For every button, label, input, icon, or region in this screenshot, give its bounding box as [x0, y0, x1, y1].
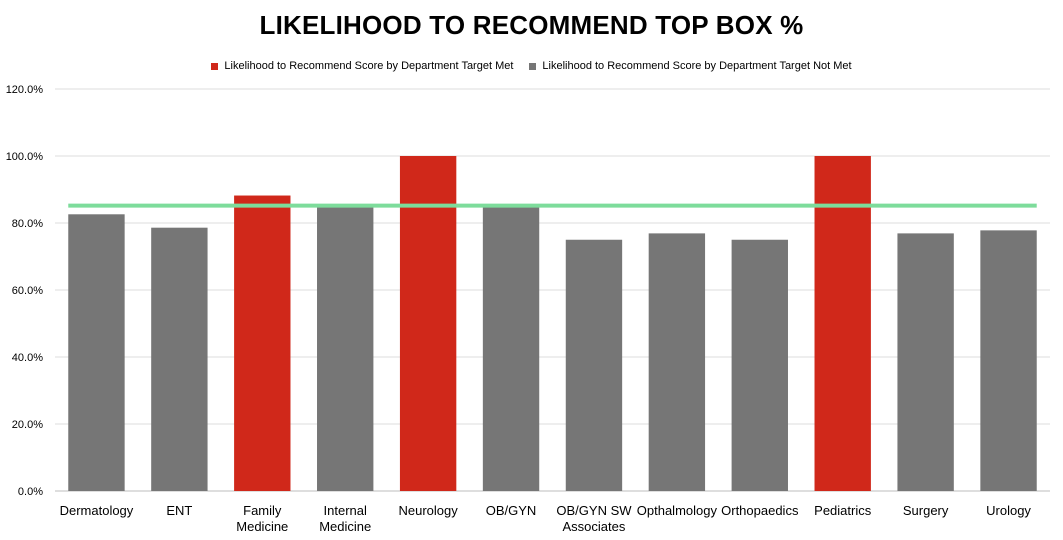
x-category-label-line: ENT: [166, 503, 192, 518]
legend-swatch-target-not-met: [529, 62, 537, 70]
bar-target-not-met: [68, 214, 125, 492]
legend-label-target-met: Likelihood to Recommend Score by Departm…: [224, 60, 514, 72]
x-category-label: Urology: [986, 503, 1031, 518]
x-category-label: Family Medicine: [236, 503, 288, 534]
x-category-label: Opthalmology: [637, 503, 718, 518]
bar-target-not-met: [317, 205, 374, 491]
bar-target-not-met: [648, 233, 706, 491]
x-category-label-line: Internal: [324, 503, 367, 518]
y-tick-label: 60.0%: [12, 285, 43, 297]
x-category-label-line: Pediatrics: [814, 503, 872, 518]
y-tick-label: 20.0%: [12, 419, 43, 431]
x-category-label-line: Orthopaedics: [721, 503, 799, 518]
chart-title: LIKELIHOOD TO RECOMMEND TOP BOX %: [259, 10, 804, 40]
bar-target-not-met: [151, 227, 208, 491]
x-category-label-line: Associates: [563, 519, 626, 534]
x-category-label-line: Dermatology: [60, 503, 134, 518]
x-category-label-line: Surgery: [903, 503, 949, 518]
x-category-label: OB/GYN: [486, 503, 537, 518]
y-tick-label: 80.0%: [12, 218, 43, 230]
bar-target-not-met: [897, 233, 954, 491]
x-category-label-line: Opthalmology: [637, 503, 718, 518]
x-category-label: Dermatology: [60, 503, 134, 518]
x-category-label: OB/GYN SW Associates: [556, 503, 632, 534]
legend-item-target-not-met: Likelihood to Recommend Score by Departm…: [529, 60, 852, 72]
x-category-label-line: Medicine: [319, 519, 371, 534]
y-tick-label: 120.0%: [6, 84, 44, 96]
bar-target-not-met: [482, 205, 540, 491]
x-category-label: Neurology: [398, 503, 458, 518]
legend-swatch-target-met: [211, 62, 219, 70]
chart-legend: Likelihood to Recommend Score by Departm…: [0, 60, 1063, 72]
x-category-label: Surgery: [903, 503, 949, 518]
bar-target-not-met: [731, 239, 788, 491]
x-category-label: Orthopaedics: [721, 503, 799, 518]
bar-target-met: [814, 156, 871, 491]
bar-target-not-met: [980, 230, 1037, 491]
x-category-label: Pediatrics: [814, 503, 872, 518]
bar-target-not-met: [565, 239, 623, 491]
y-tick-label: 40.0%: [12, 352, 43, 364]
x-category-label-line: Family: [243, 503, 282, 518]
x-category-label: Internal Medicine: [319, 503, 371, 534]
bar-target-met: [234, 195, 291, 491]
y-tick-label: 100.0%: [6, 151, 44, 163]
x-category-label-line: Urology: [986, 503, 1031, 518]
x-category-label-line: Medicine: [236, 519, 288, 534]
x-category-label-line: OB/GYN SW: [556, 503, 632, 518]
x-category-label: ENT: [166, 503, 192, 518]
legend-label-target-not-met: Likelihood to Recommend Score by Departm…: [542, 60, 852, 72]
legend-item-target-met: Likelihood to Recommend Score by Departm…: [211, 60, 513, 72]
x-category-label-line: OB/GYN: [486, 503, 537, 518]
x-category-label-line: Neurology: [398, 503, 458, 518]
bar-target-met: [399, 156, 457, 491]
y-tick-label: 0.0%: [18, 486, 43, 498]
